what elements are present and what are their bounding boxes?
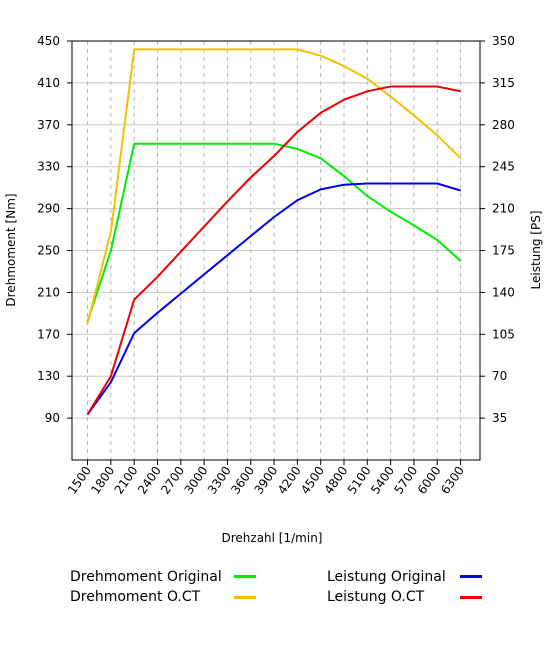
- y-right-tick-label: 210: [492, 202, 515, 216]
- y-left-tick-label: 370: [37, 118, 60, 132]
- x-tick-label: 5700: [391, 464, 420, 497]
- x-tick-label: 5400: [368, 464, 397, 497]
- x-tick-label: 3900: [252, 464, 281, 497]
- y-axis-left-label: Drehmoment [Nm]: [4, 193, 18, 306]
- legend-label-drehmoment-o-ct: Drehmoment O.CT: [70, 589, 201, 605]
- y-left-tick-label: 170: [37, 327, 60, 341]
- x-tick-label: 3600: [228, 464, 257, 497]
- y-left-tick-label: 90: [45, 411, 60, 425]
- x-tick-label: 1500: [65, 464, 94, 497]
- y-left-tick-label: 250: [37, 244, 60, 258]
- y-left-tick-label: 210: [37, 285, 60, 299]
- series-line-drehmoment-o-ct: [86, 48, 462, 325]
- y-left-tick-label: 410: [37, 76, 60, 90]
- x-tick-label: 2400: [135, 464, 164, 497]
- x-tick-label: 2100: [112, 464, 141, 497]
- x-tick-label: 5100: [345, 464, 374, 497]
- y-left-tick-label: 330: [37, 160, 60, 174]
- x-tick-label: 4800: [321, 464, 350, 497]
- x-tick-label: 4500: [298, 464, 327, 497]
- y-right-tick-label: 175: [492, 244, 515, 258]
- legend-swatch-drehmoment-o-ct: [234, 596, 256, 599]
- y-right-tick-label: 140: [492, 285, 515, 299]
- y-right-tick-label: 105: [492, 327, 515, 341]
- y-right-tick-label: 35: [492, 411, 507, 425]
- x-tick-label: 6000: [415, 464, 444, 497]
- legend-swatch-leistung-o-ct: [460, 596, 482, 599]
- series-line-leistung-original: [86, 182, 461, 416]
- x-tick-label: 4200: [275, 464, 304, 497]
- y-left-tick-label: 130: [37, 369, 60, 383]
- y-right-tick-label: 70: [492, 369, 507, 383]
- x-axis-label: Drehzahl [1/min]: [222, 531, 323, 545]
- x-tick-label: 6300: [438, 464, 467, 497]
- y-left-tick-label: 290: [37, 202, 60, 216]
- y-right-tick-label: 280: [492, 118, 515, 132]
- legend-label-leistung-original: Leistung Original: [327, 569, 446, 585]
- y-right-tick-label: 315: [492, 76, 515, 90]
- x-tick-label: 2700: [158, 464, 187, 497]
- legend-swatch-leistung-original: [460, 575, 482, 578]
- grid: [72, 40, 480, 460]
- x-tick-label: 1800: [88, 464, 117, 497]
- x-tick-label: 3000: [182, 464, 211, 497]
- y-axis-right-label: Leistung [PS]: [529, 210, 543, 289]
- y-left-tick-label: 450: [37, 34, 60, 48]
- y-right-tick-label: 245: [492, 160, 515, 174]
- x-tick-label: 3300: [205, 464, 234, 497]
- series-line-leistung-o-ct: [86, 85, 461, 416]
- legend-label-leistung-o-ct: Leistung O.CT: [327, 589, 425, 605]
- series-line-drehmoment-original: [86, 142, 462, 323]
- legend-swatch-drehmoment-original: [234, 575, 256, 578]
- series-lines: [86, 48, 462, 416]
- axes: 90 130 170 210 250 290 330 370 410 450 35 70 105 140 1…: [37, 34, 515, 497]
- y-right-tick-label: 350: [492, 34, 515, 48]
- legend-label-drehmoment-original: Drehmoment Original: [70, 569, 222, 585]
